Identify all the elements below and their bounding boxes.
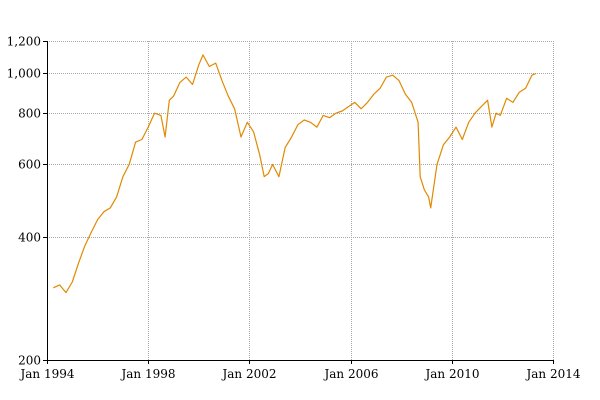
x-tick-label: Jan 2014 [524,367,580,381]
x-tick-label: Jan 1994 [18,367,74,381]
y-tick-label: 200 [18,354,41,368]
x-axis-ticks: Jan 1994 Jan 1998 Jan 2002 Jan 2006 Jan 2010… [18,360,581,381]
axes [47,41,554,361]
x-tick-label: Jan 2010 [423,367,479,381]
x-tick-label: Jan 2006 [322,367,378,381]
series-line [53,54,537,294]
y-tick-label: 1,200 [7,35,41,49]
x-tick-label: Jan 2002 [220,367,276,381]
y-axis-ticks: 200 400 600 800 1,000 1,200 [7,35,47,368]
y-tick-label: 600 [18,158,41,172]
gridlines [47,41,554,360]
y-tick-label: 800 [18,107,41,121]
y-tick-label: 1,000 [7,67,41,81]
plot-area [47,41,553,360]
x-tick-label: Jan 1998 [119,367,175,381]
y-tick-label: 400 [18,231,41,245]
